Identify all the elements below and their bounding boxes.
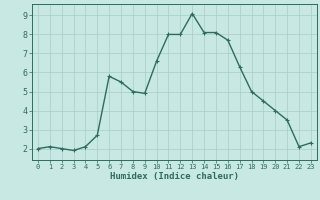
X-axis label: Humidex (Indice chaleur): Humidex (Indice chaleur) bbox=[110, 172, 239, 181]
